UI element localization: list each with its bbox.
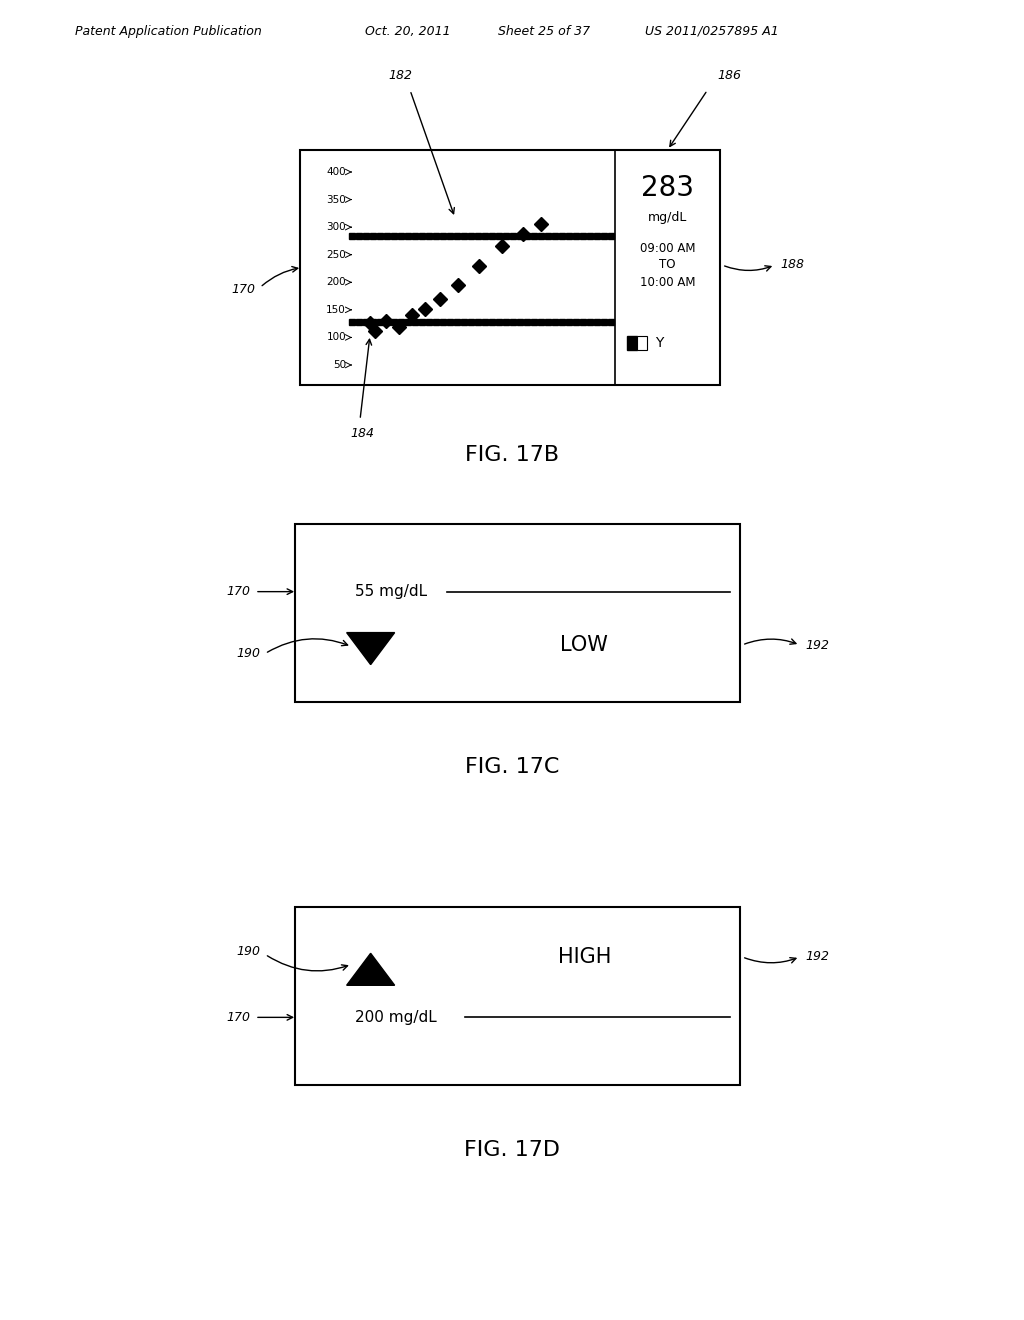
Bar xyxy=(295,907,740,1085)
Text: 184: 184 xyxy=(350,426,374,440)
Bar xyxy=(637,337,647,350)
Text: 100: 100 xyxy=(327,333,346,342)
Text: 192: 192 xyxy=(805,639,829,652)
Bar xyxy=(627,337,637,350)
Text: Sheet 25 of 37: Sheet 25 of 37 xyxy=(498,25,590,38)
Text: 150: 150 xyxy=(327,305,346,315)
Text: US 2011/0257895 A1: US 2011/0257895 A1 xyxy=(645,25,778,38)
Text: 190: 190 xyxy=(236,647,260,660)
Text: 186: 186 xyxy=(718,69,741,82)
Text: 250: 250 xyxy=(327,249,346,260)
Text: 200: 200 xyxy=(327,277,346,288)
Text: 09:00 AM
TO
10:00 AM: 09:00 AM TO 10:00 AM xyxy=(640,242,695,289)
Text: mg/dL: mg/dL xyxy=(648,211,687,224)
Text: FIG. 17D: FIG. 17D xyxy=(464,1140,560,1160)
Text: 50: 50 xyxy=(333,360,346,370)
Text: 283: 283 xyxy=(641,174,694,202)
Text: 192: 192 xyxy=(805,950,829,964)
Text: 170: 170 xyxy=(231,282,255,296)
Bar xyxy=(295,524,740,702)
Text: 55 mg/dL: 55 mg/dL xyxy=(355,585,427,599)
Text: LOW: LOW xyxy=(560,635,608,655)
Polygon shape xyxy=(347,632,394,664)
Bar xyxy=(300,150,720,385)
Polygon shape xyxy=(347,953,394,985)
Text: 170: 170 xyxy=(226,585,250,598)
Text: HIGH: HIGH xyxy=(557,946,611,966)
Text: 170: 170 xyxy=(226,1011,250,1024)
Text: 190: 190 xyxy=(236,945,260,958)
Text: Y: Y xyxy=(655,337,664,350)
Text: 300: 300 xyxy=(327,222,346,232)
Text: 400: 400 xyxy=(327,168,346,177)
Text: Patent Application Publication: Patent Application Publication xyxy=(75,25,262,38)
Text: 350: 350 xyxy=(327,194,346,205)
Text: 182: 182 xyxy=(388,69,412,82)
Text: FIG. 17C: FIG. 17C xyxy=(465,756,559,777)
Text: 188: 188 xyxy=(780,259,804,272)
Text: FIG. 17B: FIG. 17B xyxy=(465,445,559,465)
Text: 200 mg/dL: 200 mg/dL xyxy=(355,1010,437,1024)
Text: Oct. 20, 2011: Oct. 20, 2011 xyxy=(365,25,451,38)
